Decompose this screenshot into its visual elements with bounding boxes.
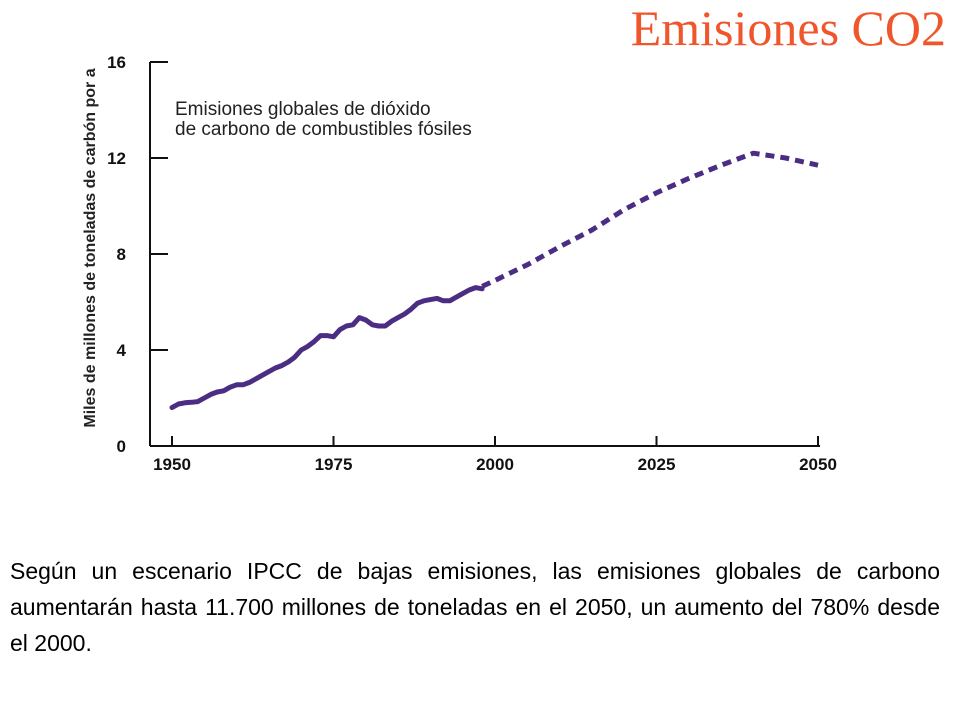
x-tick-label: 2050 bbox=[799, 455, 837, 474]
slide-title: Emisiones CO2 bbox=[630, 0, 946, 56]
emissions-chart: 0 4 8 12 16 1950 1975 2000 2025 2050 Miles de mil… bbox=[82, 53, 837, 474]
projected-emissions-line bbox=[481, 150, 819, 289]
y-axis-label: Miles de millones de toneladas de carbón… bbox=[82, 68, 99, 427]
x-tick-label: 1950 bbox=[153, 455, 191, 474]
chart-annotation-line-1: Emisiones globales de dióxido bbox=[175, 99, 431, 120]
y-tick-label: 16 bbox=[107, 53, 126, 72]
y-tick-label: 4 bbox=[117, 341, 127, 360]
chart-annotation-line-2: de carbono de combustibles fósiles bbox=[175, 119, 472, 140]
x-tick-label: 2000 bbox=[476, 455, 514, 474]
y-tick-label: 12 bbox=[107, 149, 126, 168]
x-tick-label: 1975 bbox=[315, 455, 353, 474]
x-tick-label: 2025 bbox=[638, 455, 676, 474]
y-tick-label: 0 bbox=[117, 437, 126, 456]
caption-text: Según un escenario IPCC de bajas emision… bbox=[10, 558, 940, 656]
chart-series bbox=[169, 150, 819, 411]
chart-ticks: 0 4 8 12 16 1950 1975 2000 2025 2050 bbox=[107, 53, 837, 474]
y-tick-label: 8 bbox=[117, 245, 126, 264]
historical-emissions-line bbox=[169, 285, 485, 411]
